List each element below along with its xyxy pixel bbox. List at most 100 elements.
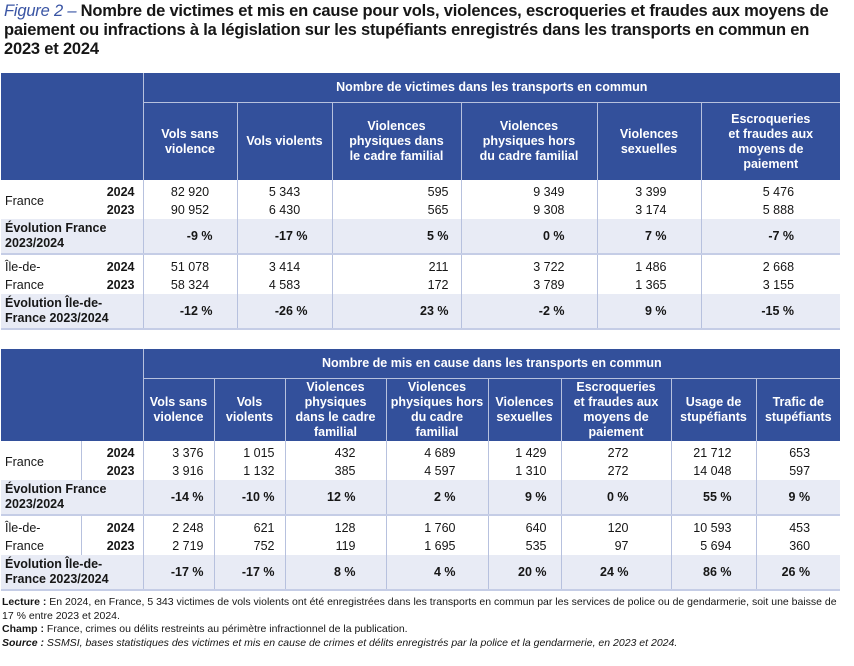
- group-header: Nombre de mis en cause dans les transpor…: [142, 349, 841, 379]
- cell: 4 583: [236, 276, 332, 294]
- cell: 640: [487, 515, 561, 537]
- evolution-row: Évolution France 2023/2024 -14 % -10 % 1…: [1, 480, 841, 515]
- year-label: 2024: [80, 441, 143, 462]
- cell: 1 015: [213, 441, 285, 462]
- cell: 10 593: [670, 515, 756, 537]
- cell: 0 %: [460, 219, 597, 254]
- region-label: Île-de- France: [1, 515, 81, 555]
- region-label-line: France: [5, 278, 44, 292]
- cell: 90 952: [142, 201, 237, 219]
- cell: 3 155: [700, 276, 841, 294]
- cell: 3 174: [596, 201, 701, 219]
- cell: 21 712: [670, 441, 756, 462]
- lecture-note: Lecture : En 2024, en France, 5 343 vict…: [2, 596, 842, 623]
- cell: 26 %: [755, 555, 841, 590]
- cell: 385: [284, 462, 386, 480]
- cell: 272: [560, 462, 671, 480]
- lecture-text: En 2024, en France, 5 343 victimes de vo…: [2, 596, 837, 622]
- table-row: Île-de- France 2024 51 078 3 414 211 3 72…: [1, 254, 841, 294]
- region-label-line: France: [5, 539, 44, 553]
- column-header: Violences physiques hors du cadre famili…: [385, 378, 488, 441]
- cell: 752: [213, 537, 285, 555]
- figure-title: Figure 2 – Nombre de victimes et mis en …: [4, 2, 834, 59]
- cell: -10 %: [213, 480, 285, 515]
- cell: 5 694: [670, 537, 756, 555]
- cell: 2 248: [142, 515, 214, 537]
- suspects-table: Nombre de mis en cause dans les transpor…: [1, 349, 841, 591]
- lecture-label: Lecture :: [2, 596, 47, 608]
- column-header: Violences sexuelles: [487, 378, 561, 441]
- cell: 1 310: [487, 462, 561, 480]
- cell: -17 %: [142, 555, 214, 590]
- cell: 0 %: [560, 480, 671, 515]
- cell: 4 597: [385, 462, 488, 480]
- cell: 4 689: [385, 441, 488, 462]
- year-label: 2023: [83, 276, 143, 294]
- year-label: 2023: [80, 462, 143, 480]
- region-label-line: Île-de-: [5, 521, 41, 535]
- cell: 9 %: [487, 480, 561, 515]
- cell: 24 %: [560, 555, 671, 590]
- cell: 595: [331, 180, 461, 201]
- column-header: Vols violents: [213, 378, 285, 441]
- cell: -26 %: [236, 294, 332, 329]
- cell: 9 308: [460, 201, 597, 219]
- cell: 8 %: [284, 555, 386, 590]
- cell: 1 365: [596, 276, 701, 294]
- group-header: Nombre de victimes dans les transports e…: [142, 73, 841, 103]
- evolution-label: Évolution France 2023/2024: [1, 480, 143, 515]
- cell: 58 324: [142, 276, 237, 294]
- cell: 5 476: [700, 180, 841, 201]
- cell: 86 %: [670, 555, 756, 590]
- table-row: France 2024 3 376 1 015 432 4 689 1 429 …: [1, 441, 841, 480]
- cell: 14 048: [670, 462, 756, 480]
- year-label: 2023: [80, 537, 143, 555]
- cell: -17 %: [213, 555, 285, 590]
- cell: -12 %: [142, 294, 237, 329]
- source-label: Source :: [2, 636, 45, 649]
- year-label: 2024: [83, 180, 143, 201]
- region-label: Île-de- France: [1, 254, 83, 294]
- cell: -15 %: [700, 294, 841, 329]
- cell: 3 789: [460, 276, 597, 294]
- source-note: Source : SSMSI, bases statistiques des v…: [2, 637, 842, 651]
- evolution-row: Évolution Île-de-France 2023/2024 -12 % …: [1, 294, 841, 329]
- figure-label: Figure 2 –: [4, 2, 77, 20]
- cell: -7 %: [700, 219, 841, 254]
- region-label: France: [1, 441, 81, 480]
- cell: 1 760: [385, 515, 488, 537]
- evolution-row: Évolution France 2023/2024 -9 % -17 % 5 …: [1, 219, 841, 254]
- evolution-row: Évolution Île-de-France 2023/2024 -17 % …: [1, 555, 841, 590]
- column-header: Escroqueries et fraudes aux moyens de pa…: [560, 378, 671, 441]
- cell: -17 %: [236, 219, 332, 254]
- cell: 120: [560, 515, 671, 537]
- footnotes: Lecture : En 2024, en France, 5 343 vict…: [2, 596, 842, 650]
- column-header: Trafic de stupéfiants: [755, 378, 841, 441]
- cell: 272: [560, 441, 671, 462]
- cell: 565: [331, 201, 461, 219]
- champ-note: Champ : France, crimes ou délits restrei…: [2, 623, 842, 637]
- cell: 3 399: [596, 180, 701, 201]
- table-corner: [1, 349, 143, 441]
- evolution-label: Évolution Île-de-France 2023/2024: [1, 555, 143, 590]
- cell: 2 %: [385, 480, 488, 515]
- cell: 2 668: [700, 254, 841, 276]
- cell: 432: [284, 441, 386, 462]
- cell: 2 719: [142, 537, 214, 555]
- year-label: 2024: [83, 254, 143, 276]
- cell: 7 %: [596, 219, 701, 254]
- cell: 119: [284, 537, 386, 555]
- region-label-line: Île-de-: [5, 260, 41, 274]
- cell: 3 414: [236, 254, 332, 276]
- column-header: Violences physiques dans le cadre famili…: [284, 378, 386, 441]
- cell: 3 722: [460, 254, 597, 276]
- year-label: 2024: [80, 515, 143, 537]
- table-row: 2023 58 324 4 583 172 3 789 1 365 3 155: [1, 276, 841, 294]
- cell: 82 920: [142, 180, 237, 201]
- cell: 535: [487, 537, 561, 555]
- cell: 9 349: [460, 180, 597, 201]
- cell: 55 %: [670, 480, 756, 515]
- cell: 453: [755, 515, 841, 537]
- cell: 5 888: [700, 201, 841, 219]
- year-label: 2023: [83, 201, 143, 219]
